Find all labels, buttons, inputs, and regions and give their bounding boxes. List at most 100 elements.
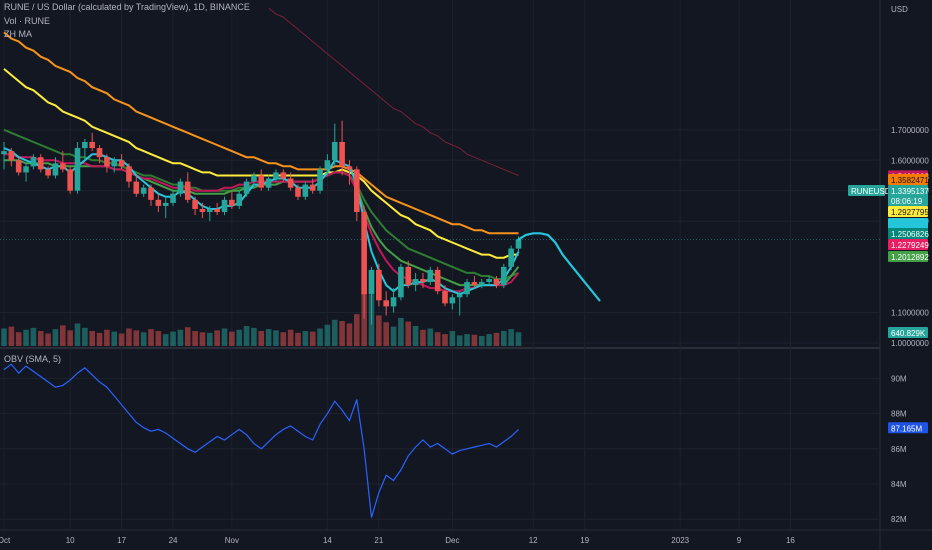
price-badges: 1.54688681.3582471RUNEUSD1.339513708:06:… bbox=[848, 170, 929, 434]
time-tick-label: Nov bbox=[225, 536, 239, 545]
time-tick-label: Oct bbox=[0, 536, 11, 545]
candle-body bbox=[442, 291, 448, 304]
price-tick-label: 1.1000000 bbox=[891, 309, 929, 318]
countdown-badge: 08:06:19 bbox=[891, 197, 923, 206]
volume-bar bbox=[89, 331, 95, 346]
volume-bar bbox=[317, 328, 323, 346]
candle-body bbox=[390, 297, 397, 307]
volume-bar bbox=[295, 332, 301, 346]
volume-bar bbox=[486, 334, 492, 346]
symbol-badge-bg bbox=[848, 185, 885, 196]
time-tick-label: 21 bbox=[374, 536, 383, 545]
volume-bar bbox=[251, 327, 257, 346]
candle-body bbox=[287, 178, 294, 188]
candle-body bbox=[74, 148, 81, 191]
volume-bar bbox=[464, 334, 470, 346]
candle-body bbox=[309, 184, 316, 191]
candle-body bbox=[339, 141, 345, 167]
price-badge-green: 1.2012892 bbox=[891, 253, 929, 262]
candle-body bbox=[398, 266, 404, 298]
volume-bar bbox=[229, 331, 235, 346]
candle-body bbox=[383, 300, 389, 307]
volume-bar bbox=[324, 324, 331, 346]
forecast-path bbox=[517, 232, 601, 302]
volume-bar bbox=[331, 319, 338, 346]
volume-bar bbox=[126, 328, 132, 346]
volume-bar bbox=[96, 332, 103, 346]
price-badge-last-bg bbox=[888, 185, 928, 196]
obv-tick-label: 86M bbox=[891, 445, 907, 454]
candle-body bbox=[236, 193, 242, 206]
candle-body bbox=[258, 175, 265, 188]
ma-line bbox=[3, 31, 519, 235]
time-tick-label: 9 bbox=[737, 536, 742, 545]
candle-body bbox=[111, 160, 118, 167]
candle-body bbox=[170, 193, 176, 203]
obv-badge: 87.165M bbox=[891, 424, 922, 433]
volume-bar bbox=[30, 327, 37, 346]
volume-bar bbox=[177, 329, 184, 346]
price-badge-yellow-bg bbox=[888, 206, 928, 217]
candle-body bbox=[508, 248, 514, 267]
volume-bar bbox=[133, 330, 140, 346]
volume-bars bbox=[1, 286, 522, 346]
volume-bar bbox=[15, 332, 22, 346]
volume-bar bbox=[309, 331, 316, 346]
candle-body bbox=[346, 166, 353, 170]
candle-body bbox=[280, 172, 287, 179]
ma-line bbox=[268, 7, 519, 176]
candle-body bbox=[317, 169, 323, 191]
candle-body bbox=[133, 181, 140, 194]
candle-body bbox=[486, 279, 492, 283]
volume-bar bbox=[67, 330, 73, 346]
price-badge-green-bg bbox=[888, 251, 928, 262]
candle-body bbox=[331, 141, 338, 161]
price-badge-orange-bg bbox=[888, 174, 928, 185]
volume-bar bbox=[148, 329, 154, 346]
candle-body bbox=[177, 181, 184, 194]
time-tick-label: 24 bbox=[169, 536, 178, 545]
price-badge-cyan bbox=[888, 218, 928, 229]
volume-bar bbox=[478, 336, 485, 346]
volume-bar bbox=[23, 329, 29, 346]
volume-bar bbox=[383, 322, 389, 346]
candle-body bbox=[45, 169, 51, 176]
candle-body bbox=[354, 169, 360, 213]
candle-body bbox=[96, 148, 103, 158]
volume-bar bbox=[155, 331, 162, 346]
volume-bar bbox=[412, 326, 419, 346]
price-badge-last: 1.3395137 bbox=[891, 187, 929, 196]
volume-bar bbox=[273, 330, 279, 346]
price-tick-label: 1.0000000 bbox=[891, 339, 929, 348]
candle-body bbox=[265, 178, 272, 188]
candle-body bbox=[82, 141, 88, 149]
volume-bar bbox=[37, 331, 44, 346]
candle-body bbox=[89, 141, 95, 149]
time-tick-label: 10 bbox=[66, 536, 75, 545]
volume-badge: 640.829K bbox=[891, 329, 926, 338]
volume-bar bbox=[405, 321, 412, 346]
price-axis-unit: USD bbox=[891, 5, 908, 14]
candle-body bbox=[515, 239, 522, 249]
volume-bar bbox=[501, 331, 507, 346]
volume-bar bbox=[243, 326, 250, 346]
candle-body bbox=[478, 282, 485, 286]
volume-bar bbox=[420, 329, 426, 346]
candle-body bbox=[184, 181, 191, 200]
candlestick-series[interactable] bbox=[1, 120, 522, 325]
volume-bar bbox=[111, 331, 118, 346]
volume-bar bbox=[236, 329, 242, 346]
obv-badge-bg bbox=[888, 422, 928, 434]
price-badge-orange: 1.3582471 bbox=[891, 176, 929, 185]
volume-bar bbox=[456, 335, 463, 346]
time-tick-label: 2023 bbox=[671, 536, 689, 545]
candle-body bbox=[162, 202, 169, 206]
price-tick-label: 1.6000000 bbox=[891, 156, 929, 165]
volume-bar bbox=[221, 328, 228, 346]
volume-badge-bg bbox=[888, 327, 928, 338]
volume-bar bbox=[52, 329, 59, 346]
candle-body bbox=[273, 172, 279, 179]
candle-body bbox=[405, 266, 412, 286]
